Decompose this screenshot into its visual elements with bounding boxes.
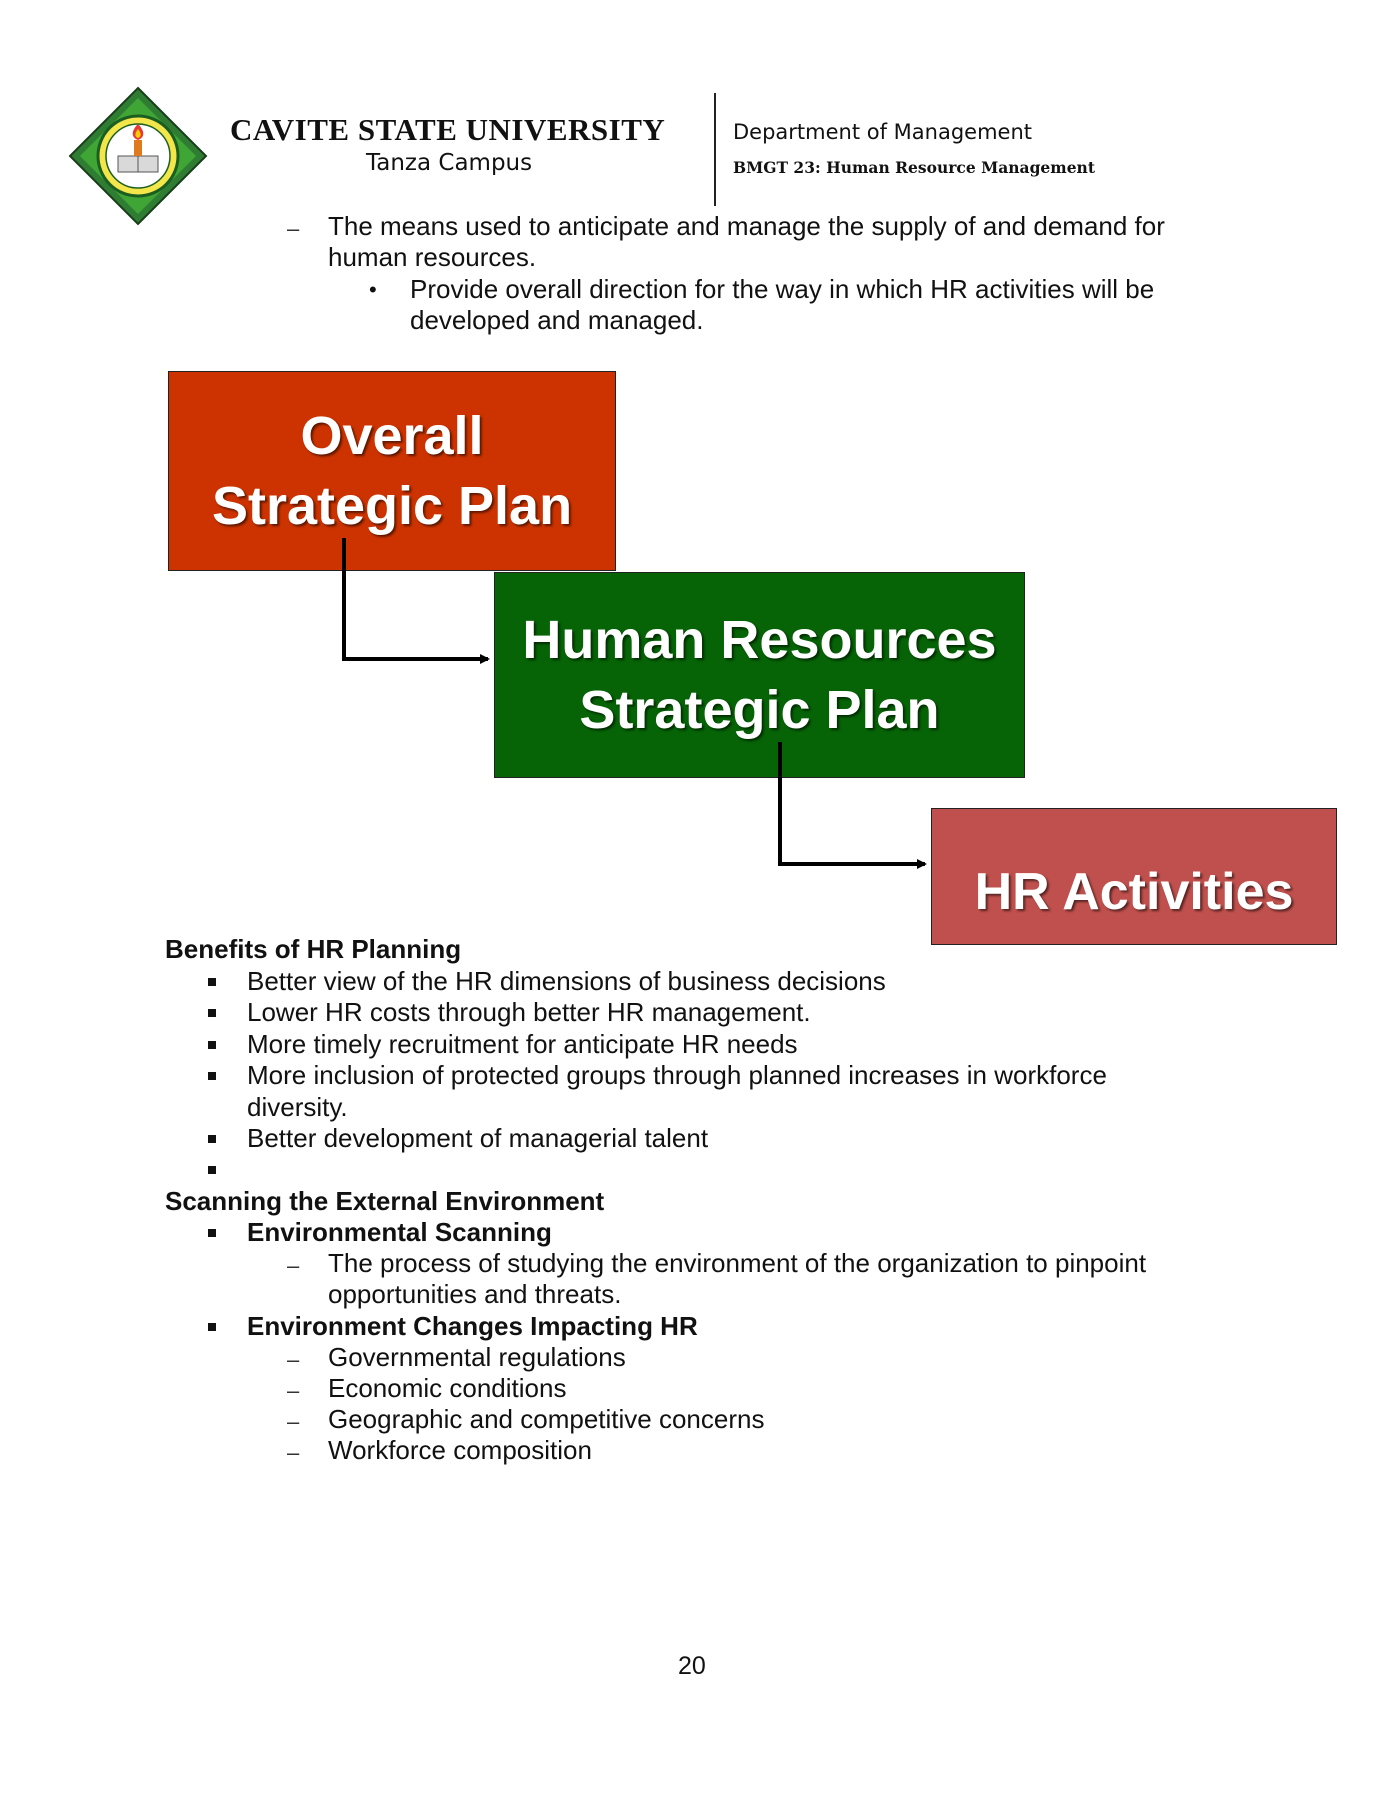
box-label: Overall [300, 406, 484, 466]
overall-strategic-plan-box: Overall Strategic Plan [168, 371, 616, 571]
box-label: Strategic Plan [579, 680, 940, 740]
page-number: 20 [678, 1652, 706, 1680]
benefit-item: Better view of the HR dimensions of busi… [247, 966, 886, 996]
square-bullet [208, 1135, 216, 1143]
intro-line: human resources. [328, 242, 537, 272]
box-label: HR Activities [974, 862, 1294, 921]
dash-marker: – [287, 1409, 300, 1434]
dash-marker: – [287, 1440, 300, 1465]
benefits-heading: Benefits of HR Planning [165, 934, 462, 964]
benefit-item: Lower HR costs through better HR managem… [247, 997, 811, 1027]
header-divider [714, 93, 716, 206]
box-label: Human Resources [522, 610, 997, 670]
square-bullet [208, 1166, 216, 1174]
environmental-scanning-title: Environmental Scanning [247, 1217, 552, 1247]
square-bullet [208, 1323, 216, 1331]
scanning-definition-line: The process of studying the environment … [328, 1248, 1147, 1278]
square-bullet [208, 978, 216, 986]
square-bullet [208, 1229, 216, 1237]
benefit-item: More timely recruitment for anticipate H… [247, 1029, 798, 1059]
campus-name: Tanza Campus [366, 150, 533, 176]
benefit-item: More inclusion of protected groups throu… [247, 1060, 1107, 1090]
university-name: CAVITE STATE UNIVERSITY [230, 112, 666, 147]
square-bullet [208, 1009, 216, 1017]
dash-marker: – [287, 1253, 300, 1278]
university-seal-icon [68, 86, 208, 226]
benefit-item-continuation: diversity. [247, 1092, 348, 1122]
benefit-item: Better development of managerial talent [247, 1123, 709, 1153]
change-item: Workforce composition [328, 1435, 592, 1465]
dash-marker: – [287, 216, 300, 241]
intro-bullet-line: Provide overall direction for the way in… [410, 274, 1155, 304]
change-item: Geographic and competitive concerns [328, 1404, 765, 1434]
dash-marker: – [287, 1378, 300, 1403]
dash-marker: – [287, 1347, 300, 1372]
course-title: BMGT 23: Human Resource Management [733, 158, 1095, 177]
square-bullet [208, 1041, 216, 1049]
change-item: Economic conditions [328, 1373, 567, 1403]
department-name: Department of Management [733, 120, 1033, 144]
bullet-marker: • [369, 277, 377, 302]
square-bullet [208, 1072, 216, 1080]
box-label: Strategic Plan [211, 476, 573, 536]
scanning-heading: Scanning the External Environment [165, 1186, 605, 1216]
environment-changes-title: Environment Changes Impacting HR [247, 1311, 698, 1341]
hr-strategic-plan-box: Human Resources Strategic Plan [494, 572, 1025, 778]
scanning-definition-line: opportunities and threats. [328, 1279, 622, 1309]
change-item: Governmental regulations [328, 1342, 626, 1372]
intro-line: The means used to anticipate and manage … [328, 211, 1165, 241]
intro-bullet-line: developed and managed. [410, 305, 704, 335]
hr-activities-box: HR Activities [931, 808, 1337, 945]
